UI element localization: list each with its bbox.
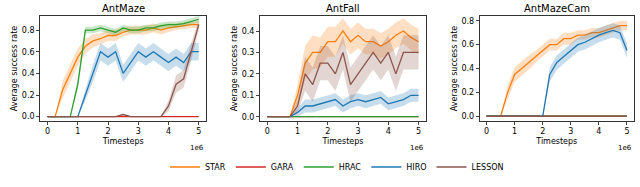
svg-text:AntMazeCam: AntMazeCam [524, 3, 590, 14]
svg-text:Timesteps: Timesteps [535, 137, 577, 146]
svg-text:1: 1 [75, 127, 80, 136]
svg-text:5: 5 [196, 127, 201, 136]
svg-text:HIRO: HIRO [406, 163, 426, 172]
svg-text:3: 3 [568, 127, 573, 136]
svg-text:AntFall: AntFall [326, 3, 360, 14]
svg-text:5: 5 [624, 127, 629, 136]
svg-text:0.6: 0.6 [22, 48, 35, 57]
svg-text:1e6: 1e6 [190, 144, 204, 152]
svg-text:0.1: 0.1 [242, 91, 255, 100]
svg-text:4: 4 [166, 127, 171, 136]
svg-text:1: 1 [295, 127, 300, 136]
svg-text:Average success rate: Average success rate [450, 26, 459, 112]
svg-text:2: 2 [325, 127, 330, 136]
svg-text:0.0: 0.0 [461, 112, 474, 121]
svg-text:LESSON: LESSON [472, 163, 504, 172]
svg-text:0.4: 0.4 [22, 69, 35, 78]
svg-text:4: 4 [596, 127, 601, 136]
svg-text:Timesteps: Timesteps [321, 137, 363, 146]
svg-text:1: 1 [512, 127, 517, 136]
svg-text:1e6: 1e6 [410, 144, 424, 152]
svg-text:4: 4 [386, 127, 391, 136]
svg-text:Average success rate: Average success rate [230, 26, 239, 112]
svg-text:0.0: 0.0 [22, 112, 35, 121]
svg-text:0.8: 0.8 [461, 17, 474, 26]
svg-text:0.3: 0.3 [242, 48, 255, 57]
svg-text:Average success rate: Average success rate [10, 26, 19, 112]
svg-text:0.8: 0.8 [22, 26, 35, 35]
svg-text:0.2: 0.2 [461, 88, 474, 97]
svg-text:0.6: 0.6 [461, 40, 474, 49]
svg-text:HRAC: HRAC [339, 163, 362, 172]
svg-text:2: 2 [540, 127, 545, 136]
svg-text:1e6: 1e6 [618, 144, 632, 152]
svg-text:2: 2 [105, 127, 110, 136]
svg-text:STAR: STAR [205, 163, 226, 172]
svg-text:AntMaze: AntMaze [102, 3, 145, 14]
svg-text:3: 3 [356, 127, 361, 136]
svg-text:0.2: 0.2 [242, 70, 255, 79]
svg-text:GARA: GARA [271, 163, 294, 172]
svg-text:0.4: 0.4 [242, 27, 255, 36]
svg-text:Timesteps: Timesteps [102, 137, 144, 146]
svg-text:3: 3 [136, 127, 141, 136]
svg-text:0: 0 [45, 127, 50, 136]
svg-text:0.2: 0.2 [22, 91, 35, 100]
svg-text:0: 0 [265, 127, 270, 136]
svg-text:5: 5 [416, 127, 421, 136]
svg-text:0.4: 0.4 [461, 64, 474, 73]
svg-text:0.0: 0.0 [242, 113, 255, 122]
svg-text:0: 0 [484, 127, 489, 136]
